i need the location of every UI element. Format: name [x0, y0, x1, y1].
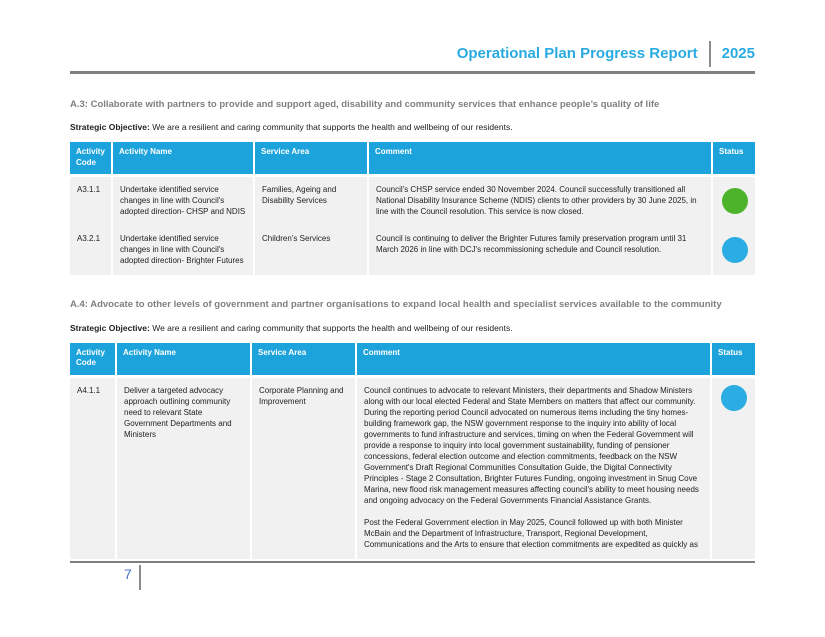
status-cell: [712, 377, 755, 560]
objective-label: Strategic Objective:: [70, 322, 150, 333]
section-a3-objective: Strategic Objective: We are a resilient …: [70, 122, 755, 133]
col-header-service-area: Service Area: [255, 142, 367, 175]
status-blue-icon: [721, 236, 748, 263]
service-area-cell: Children’s Services: [255, 226, 367, 276]
col-header-activity-name: Activity Name: [117, 342, 250, 375]
comment-paragraph: Council continues to advocate to relevan…: [364, 385, 699, 505]
table-header-row: Activity Code Activity Name Service Area…: [70, 342, 755, 375]
objective-text: We are a resilient and caring community …: [152, 322, 513, 333]
report-year: 2025: [721, 45, 755, 62]
activity-code-cell: A3.2.1: [70, 226, 111, 276]
comment-paragraph: Post the Federal Government election in …: [364, 517, 698, 550]
header-divider: [708, 40, 711, 67]
activity-code-cell: A3.1.1: [70, 177, 111, 227]
section-a4-heading: A.4: Advocate to other levels of governm…: [70, 299, 722, 311]
col-header-comment: Comment: [369, 142, 711, 175]
comment-cell: Council is continuing to deliver the Bri…: [369, 226, 711, 276]
comment-paragraph: Council is continuing to deliver the Bri…: [376, 234, 687, 255]
status-cell: [713, 226, 755, 276]
header-rule: [70, 71, 755, 74]
col-header-activity-code: Activity Code: [70, 142, 111, 175]
activity-name-cell: Undertake identified service changes in …: [113, 226, 253, 276]
service-area-cell: Families, Ageing and Disability Services: [255, 177, 367, 227]
report-title: Operational Plan Progress Report: [456, 45, 698, 62]
activity-name-cell: Undertake identified service changes in …: [113, 177, 253, 227]
page-number: 7: [124, 566, 132, 582]
objective-label: Strategic Objective:: [70, 122, 150, 133]
comment-cell: Council's CHSP service ended 30 November…: [369, 177, 711, 227]
table-header-row: Activity Code Activity Name Service Area…: [70, 142, 755, 175]
col-header-status: Status: [713, 142, 755, 175]
activity-code-cell: A4.1.1: [70, 377, 115, 560]
section-a3-heading: A.3: Collaborate with partners to provid…: [70, 99, 660, 110]
table-row: A4.1.1 Deliver a targeted advocacy appro…: [70, 377, 755, 560]
section-a4: A.4: Advocate to other levels of governm…: [0, 299, 825, 560]
col-header-activity-name: Activity Name: [113, 142, 253, 175]
footer-rule: [70, 561, 755, 563]
col-header-activity-code: Activity Code: [70, 342, 115, 375]
section-a4-objective: Strategic Objective: We are a resilient …: [70, 323, 755, 334]
col-header-service-area: Service Area: [252, 342, 355, 375]
header-title-row: Operational Plan Progress Report 2025: [70, 0, 755, 67]
footer-page-number-block: 7: [124, 565, 141, 590]
section-a3: A.3: Collaborate with partners to provid…: [0, 99, 825, 276]
status-green-icon: [721, 187, 748, 214]
table-row: A3.2.1 Undertake identified service chan…: [70, 226, 755, 276]
activity-table-a3: Activity Code Activity Name Service Area…: [70, 142, 755, 276]
table-row: A3.1.1 Undertake identified service chan…: [70, 177, 755, 227]
status-cell: [713, 177, 755, 227]
comment-cell: Council continues to advocate to relevan…: [357, 377, 710, 560]
activity-table-a4: Activity Code Activity Name Service Area…: [70, 342, 755, 560]
col-header-comment: Comment: [357, 342, 710, 375]
objective-text: We are a resilient and caring community …: [152, 122, 513, 133]
status-blue-icon: [721, 384, 747, 411]
page-header: Operational Plan Progress Report 2025: [0, 0, 825, 74]
page-number-divider: [138, 565, 141, 590]
service-area-cell: Corporate Planning and Improvement: [252, 377, 355, 560]
comment-paragraph: Council's CHSP service ended 30 November…: [376, 185, 697, 217]
col-header-status: Status: [712, 342, 755, 375]
activity-name-cell: Deliver a targeted advocacy approach out…: [117, 377, 250, 560]
